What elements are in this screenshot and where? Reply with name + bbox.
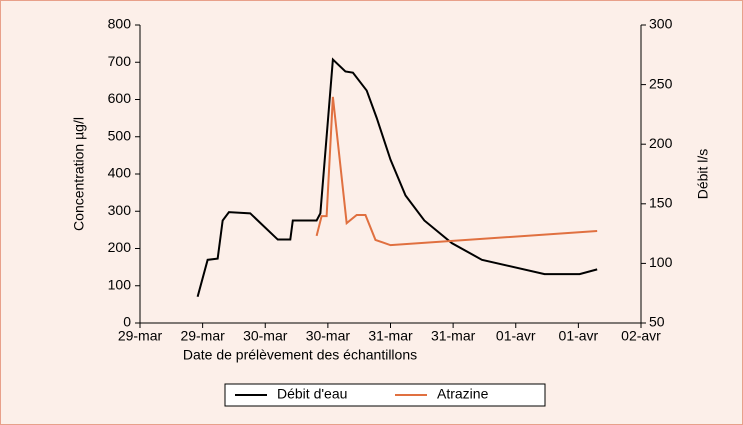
y-tick-label: 400: [108, 165, 132, 181]
y-tick-label: 500: [108, 127, 132, 143]
y-tick-label: 700: [108, 53, 132, 69]
legend-label: Débit d'eau: [277, 386, 347, 402]
y2-axis-title: Débit l/s: [695, 149, 711, 200]
y-tick-label: 600: [108, 90, 132, 106]
x-tick-label: 29-mar: [118, 328, 163, 344]
series-line: [315, 96, 598, 247]
x-tick-label: 31-mar: [368, 328, 413, 344]
y2-tick-label: 100: [649, 254, 673, 270]
y-axis-title: Concentration µg/l: [71, 117, 87, 231]
legend: [224, 383, 546, 407]
y-tick-label: 100: [108, 276, 132, 292]
x-tick-label: 01-avr: [496, 328, 536, 344]
x-tick-label: 30-mar: [306, 328, 351, 344]
x-tick-label: 31-mar: [431, 328, 476, 344]
y2-tick-label: 300: [649, 16, 673, 32]
x-tick-label: 02-avr: [621, 328, 661, 344]
legend-label: Atrazine: [437, 386, 489, 402]
x-tick-label: 29-mar: [180, 328, 225, 344]
y-tick-label: 800: [108, 16, 132, 32]
y2-tick-label: 200: [649, 135, 673, 151]
x-tick-label: 30-mar: [243, 328, 288, 344]
y2-tick-label: 50: [649, 314, 665, 330]
y-tick-label: 300: [108, 202, 132, 218]
x-tick-label: 01-avr: [559, 328, 599, 344]
y2-tick-label: 250: [649, 75, 673, 91]
y2-tick-label: 150: [649, 195, 673, 211]
y-tick-label: 200: [108, 239, 132, 255]
series-line: [196, 57, 598, 298]
x-axis-title: Date de prélèvement des échantillons: [183, 347, 417, 363]
y-tick-label: 0: [123, 314, 131, 330]
